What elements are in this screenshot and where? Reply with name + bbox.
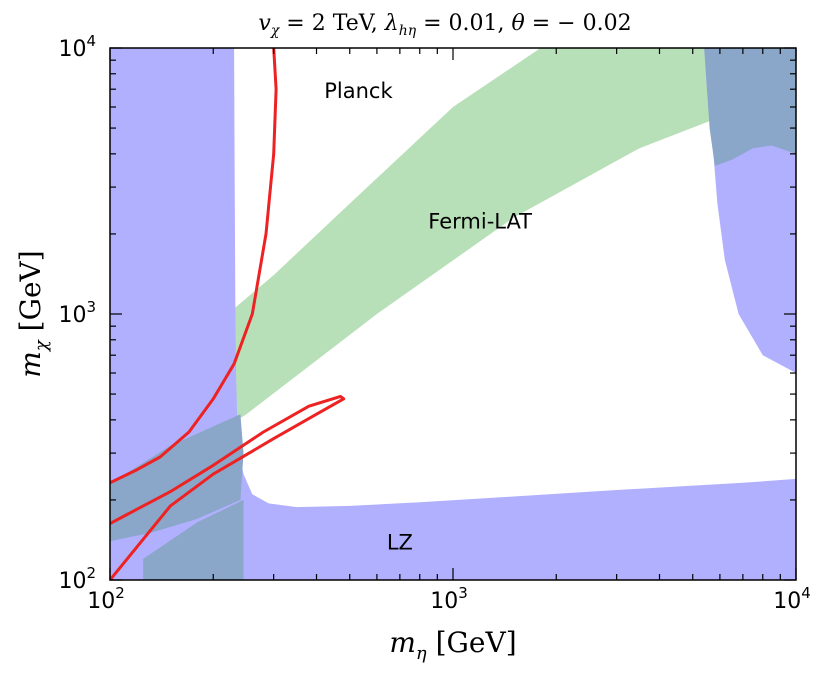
planck-contour-1 — [110, 48, 278, 485]
x-tick-label: 102 — [87, 584, 125, 614]
region-overlap-lower-left — [110, 414, 244, 542]
y-tick-label: 104 — [58, 32, 96, 62]
region-fermi-lat-notch — [532, 176, 636, 250]
region-overlap-bottom — [143, 499, 244, 580]
x-axis-label: mη [GeV] — [389, 626, 516, 664]
annotation-planck: Planck — [324, 79, 393, 103]
y-tick-label: 102 — [58, 564, 96, 594]
region-fermi-lat — [110, 48, 796, 500]
annotation-fermi-lat: Fermi-LAT — [428, 209, 532, 233]
y-tick-label: 103 — [58, 298, 96, 328]
chart-title: vχ = 2 TeV, λhη = 0.01, θ = − 0.02 — [258, 11, 631, 39]
y-axis-label: mχ [GeV] — [14, 250, 52, 377]
region-overlap-top-right — [704, 48, 796, 166]
x-tick-label: 103 — [430, 584, 468, 614]
annotation-lz: LZ — [387, 531, 413, 555]
x-tick-label: 104 — [773, 584, 811, 614]
region-lz-main — [110, 48, 796, 580]
planck-contour-2 — [110, 394, 346, 580]
